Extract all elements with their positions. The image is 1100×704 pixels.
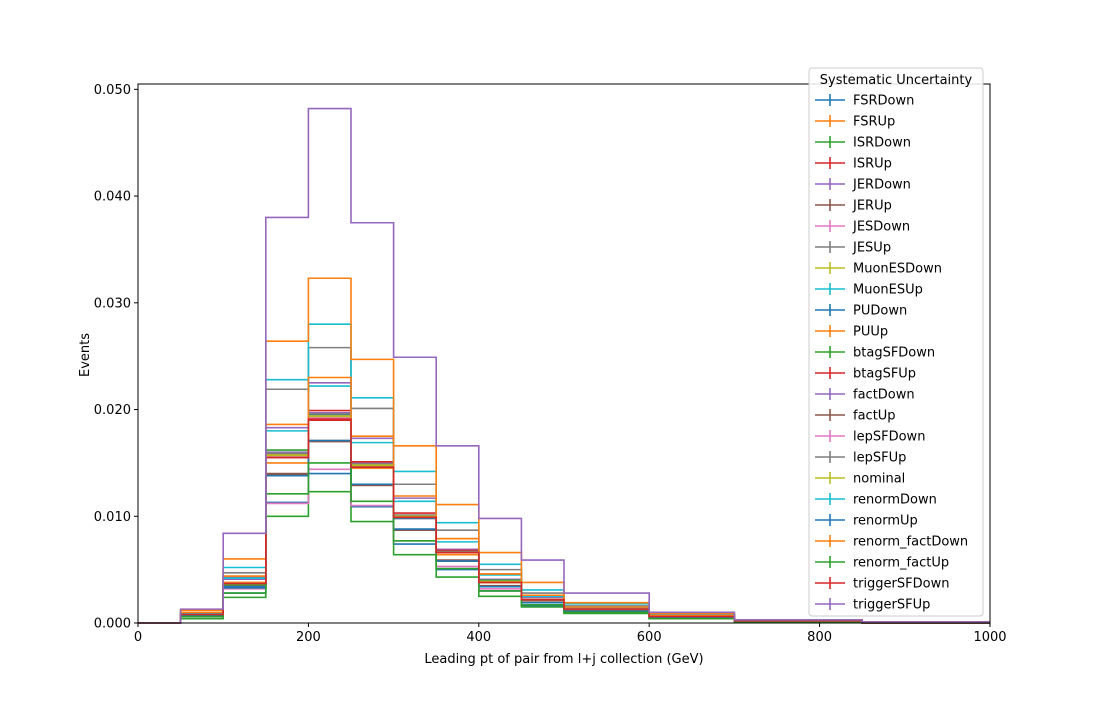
legend-label-btagSFDown: btagSFDown <box>853 346 935 361</box>
legend-label-factUp: factUp <box>853 409 896 424</box>
legend-box <box>808 67 984 617</box>
x-tick-label: 1000 <box>973 630 1006 645</box>
legend-label-renorm_factDown: renorm_factDown <box>853 535 968 550</box>
legend-label-JERUp: JERUp <box>852 199 892 214</box>
plot-frame <box>137 83 991 624</box>
legend-title: Systematic Uncertainty <box>820 73 973 88</box>
legend-label-renorm_factUp: renorm_factUp <box>853 556 949 571</box>
series-step-triggerSFUp <box>138 107 990 624</box>
legend-label-FSRDown: FSRDown <box>853 94 914 109</box>
y-tick-label: 0.030 <box>94 296 131 311</box>
series-step-PUUp <box>138 277 990 624</box>
x-tick-label: 200 <box>296 630 321 645</box>
legend-label-ISRUp: ISRUp <box>853 157 892 172</box>
legend-label-PUDown: PUDown <box>853 304 907 319</box>
legend-label-triggerSFUp: triggerSFUp <box>853 598 930 613</box>
series-step-renorm_factUp <box>138 462 990 624</box>
legend-label-JERDown: JERDown <box>852 178 911 193</box>
y-tick-label: 0.000 <box>94 617 131 632</box>
legend-label-FSRUp: FSRUp <box>853 115 895 130</box>
legend-label-lepSFUp: lepSFUp <box>853 451 906 466</box>
plot-marks <box>138 107 990 624</box>
x-tick-label: 400 <box>466 630 491 645</box>
legend-label-JESDown: JESDown <box>852 220 910 235</box>
legend-label-triggerSFDown: triggerSFDown <box>853 577 949 592</box>
series-step-triggerSFDown <box>138 418 990 624</box>
legend-label-btagSFUp: btagSFUp <box>853 367 916 382</box>
x-axis-label: Leading pt of pair from l+j collection (… <box>424 652 703 667</box>
legend-label-PUUp: PUUp <box>853 325 888 340</box>
legend: Systematic Uncertainty FSRDown FSRUp ISRDo… <box>808 67 984 617</box>
y-axis: 0.000 0.010 0.020 0.030 0.040 0.050 <box>94 83 138 632</box>
x-tick-label: 600 <box>637 630 662 645</box>
y-axis-label: Events <box>78 333 93 377</box>
legend-label-lepSFDown: lepSFDown <box>853 430 925 445</box>
y-tick-label: 0.010 <box>94 510 131 525</box>
y-tick-label: 0.020 <box>94 403 131 418</box>
legend-label-MuonESDown: MuonESDown <box>853 262 942 277</box>
x-tick-label: 800 <box>807 630 832 645</box>
legend-label-MuonESUp: MuonESUp <box>853 283 923 298</box>
x-tick-label: 0 <box>134 630 142 645</box>
legend-label-renormDown: renormDown <box>853 493 937 508</box>
legend-label-factDown: factDown <box>853 388 915 403</box>
legend-label-JESUp: JESUp <box>852 241 891 256</box>
y-tick-label: 0.040 <box>94 190 131 205</box>
legend-label-nominal: nominal <box>853 472 905 487</box>
legend-items: FSRDown FSRUp ISRDown ISRUp JERDown JERUp JESD… <box>815 94 968 613</box>
legend-label-renormUp: renormUp <box>853 514 918 529</box>
y-tick-label: 0.050 <box>94 83 131 98</box>
x-axis: 0 200 400 600 800 1000 <box>134 623 1007 645</box>
legend-label-ISRDown: ISRDown <box>853 136 911 151</box>
